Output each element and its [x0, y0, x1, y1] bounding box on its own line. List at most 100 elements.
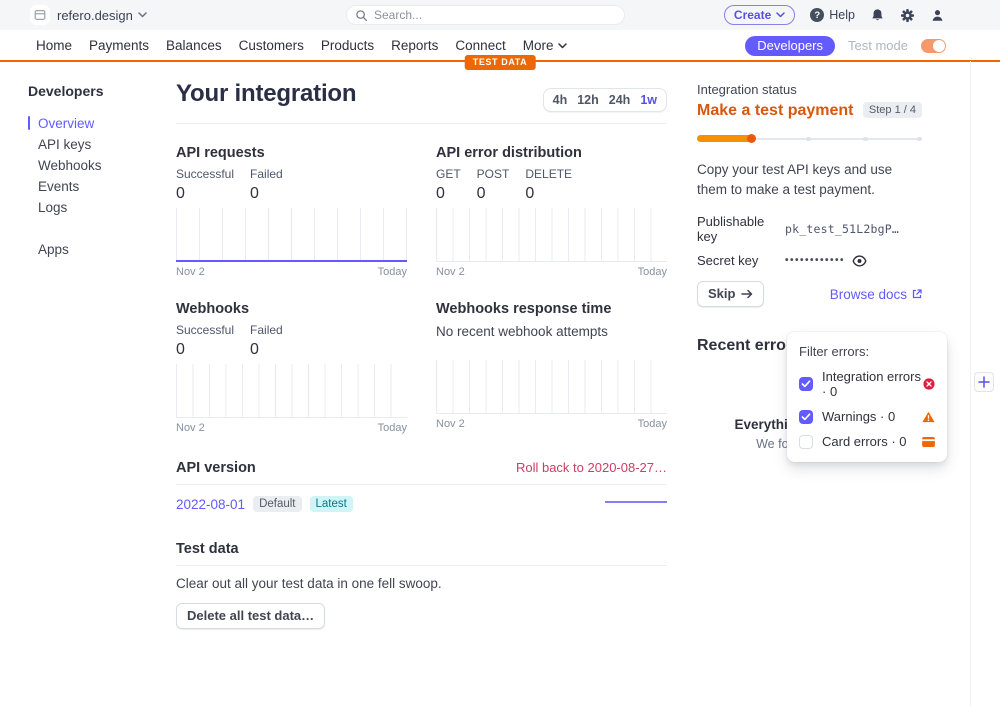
filter-option-card-errors[interactable]: Card errors · 0 [799, 434, 935, 449]
metric-failed: Failed 0 [250, 323, 283, 359]
filter-option-warnings[interactable]: Warnings · 0 [799, 409, 935, 424]
api-version-link[interactable]: 2022-08-01 [176, 496, 246, 512]
chevron-down-icon [138, 12, 147, 18]
org-name: refero.design [57, 7, 133, 23]
range-option-24h[interactable]: 24h [608, 93, 631, 107]
search-icon [355, 9, 368, 22]
developers-pill-button[interactable]: Developers [745, 35, 836, 56]
browse-docs-link[interactable]: Browse docs [830, 287, 922, 302]
main-content: Your integration 4h 12h 24h 1w API reque… [176, 80, 667, 629]
account-button[interactable] [930, 8, 945, 23]
chart-end-label: Today [377, 422, 407, 434]
metric-value: 0 [250, 341, 259, 358]
nav-item-products[interactable]: Products [321, 38, 374, 53]
create-button[interactable]: Create [723, 5, 796, 25]
help-button[interactable]: ? Help [810, 8, 855, 22]
checkbox-checked[interactable] [799, 377, 813, 391]
range-option-1w[interactable]: 1w [640, 93, 657, 107]
test-data-section: Test data Clear out all your test data i… [176, 541, 667, 629]
checkbox-checked[interactable] [799, 409, 813, 424]
progress-step-dot [806, 136, 811, 141]
metric-value: 0 [176, 341, 185, 358]
secret-key-masked-value[interactable]: •••••••••••• [785, 255, 846, 267]
metric-label: Failed [250, 167, 283, 181]
test-data-badge: TEST DATA [464, 55, 536, 70]
metric-label: Successful [176, 167, 235, 181]
sidebar-item-label: API keys [38, 137, 92, 152]
reveal-key-button[interactable] [852, 255, 867, 267]
time-range-picker: 4h 12h 24h 1w [542, 88, 667, 112]
org-logo[interactable] [30, 5, 50, 25]
chart-grid [436, 360, 667, 414]
sidebar-item-label: Overview [38, 116, 95, 131]
filter-option-label: Card errors · 0 [822, 434, 907, 449]
metric-value: 0 [525, 185, 535, 202]
test-mode-toggle[interactable] [921, 38, 946, 53]
sidebar-item-events[interactable]: Events [28, 176, 158, 197]
settings-button[interactable] [900, 8, 915, 23]
filter-option-label: Warnings · 0 [822, 409, 896, 424]
chart-start-label: Nov 2 [176, 422, 205, 434]
nav-item-customers[interactable]: Customers [239, 38, 304, 53]
divider [176, 123, 667, 124]
filter-option-label: Integration errors · 0 [822, 369, 921, 399]
publishable-key-value[interactable]: pk_test_51L2bgP… [785, 222, 899, 237]
range-option-12h[interactable]: 12h [577, 93, 599, 107]
question-mark-icon: ? [810, 8, 825, 22]
metric-label: DELETE [525, 167, 573, 181]
search-input[interactable] [374, 8, 616, 22]
chart-end-label: Today [637, 266, 667, 278]
skip-button[interactable]: Skip [697, 281, 765, 308]
integration-progress-bar [697, 134, 922, 143]
external-link-icon [912, 289, 922, 299]
chart-title: Webhooks [176, 301, 250, 317]
nav-label: More [522, 38, 554, 53]
range-option-4h[interactable]: 4h [552, 93, 568, 107]
nav-item-home[interactable]: Home [36, 38, 72, 53]
search-bar[interactable] [346, 5, 625, 25]
sidebar-item-apps[interactable]: Apps [28, 239, 158, 260]
checkbox-unchecked[interactable] [799, 434, 813, 449]
right-panel: Integration status Make a test payment S… [697, 82, 947, 462]
rollback-link[interactable]: Roll back to 2020-08-27… [515, 460, 667, 475]
toggle-knob [933, 39, 945, 52]
browse-docs-label: Browse docs [829, 286, 907, 302]
divider [176, 484, 667, 485]
integration-status-label: Integration status [697, 82, 797, 97]
chart-title: API error distribution [436, 145, 582, 161]
nav-item-more[interactable]: More [523, 38, 568, 53]
filter-option-integration-errors[interactable]: Integration errors · 0 [799, 369, 935, 399]
nav-item-balances[interactable]: Balances [166, 38, 222, 53]
sidebar-heading: Developers [28, 83, 104, 99]
progress-track [753, 138, 922, 140]
sidebar-item-overview[interactable]: Overview [28, 113, 158, 134]
metric-value: 0 [250, 185, 259, 202]
progress-step-dot [863, 136, 868, 141]
top-bar: refero.design Create ? Help [0, 0, 1000, 30]
nav-item-payments[interactable]: Payments [89, 38, 149, 53]
nav-label: Balances [166, 38, 222, 53]
secret-key-row: Secret key •••••••••••• [697, 253, 922, 268]
redacted-underline [605, 501, 667, 503]
sidebar-item-logs[interactable]: Logs [28, 197, 158, 218]
notifications-button[interactable] [870, 8, 885, 23]
chevron-down-icon [776, 12, 786, 18]
sidebar-item-webhooks[interactable]: Webhooks [28, 155, 158, 176]
org-switcher[interactable]: refero.design [57, 0, 147, 30]
nav-item-connect[interactable]: Connect [455, 38, 505, 53]
metric-label: POST [476, 167, 510, 181]
sidebar-item-label: Events [38, 179, 80, 194]
sidebar-item-api-keys[interactable]: API keys [28, 134, 158, 155]
progress-fill-cap [747, 134, 756, 143]
section-heading: API version [176, 460, 256, 476]
nav-label: Connect [455, 38, 506, 53]
add-to-collection-button[interactable] [974, 372, 994, 392]
circle-x-icon [923, 378, 935, 390]
arrow-right-icon [741, 289, 753, 299]
recent-errors-heading: Recent errors [697, 337, 802, 355]
chart-grid [176, 364, 407, 418]
delete-test-data-button[interactable]: Delete all test data… [176, 603, 326, 629]
secret-key-label: Secret key [697, 253, 759, 269]
nav-item-reports[interactable]: Reports [391, 38, 438, 53]
divider [176, 565, 667, 566]
